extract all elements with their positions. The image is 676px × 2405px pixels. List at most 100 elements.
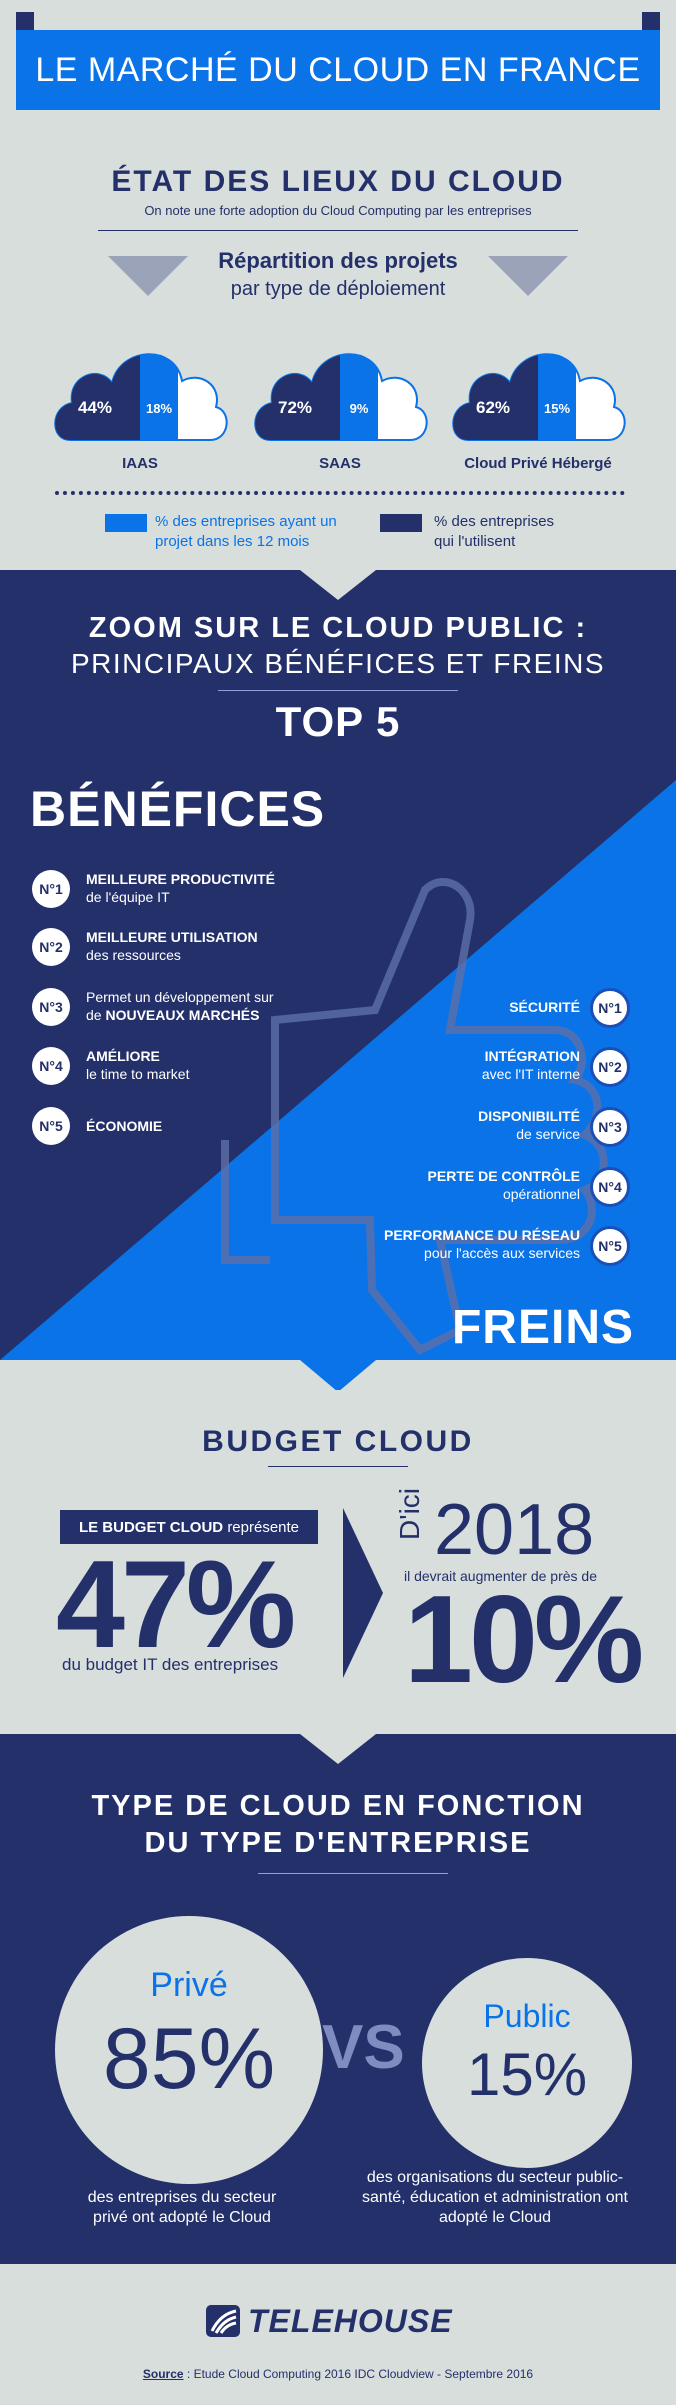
cloud-chart: 62% 15% Cloud Privé Hébergé (448, 335, 628, 472)
zoom-background (0, 570, 676, 1390)
benefits-title: BÉNÉFICES (30, 781, 326, 837)
private-caption: des entreprises du secteur privé ont ado… (87, 2189, 277, 2226)
budget-growth: 10% (404, 1571, 644, 1709)
zoom-divider (218, 690, 458, 691)
rank-badge: N°2 (590, 1047, 630, 1087)
public-circle: Public 15% (422, 1958, 632, 2168)
brake-text: PERTE DE CONTRÔLE opérationnel (427, 1168, 580, 1202)
vs-label: VS (322, 2013, 405, 2082)
types-divider (258, 1873, 448, 1874)
benefit-text: ÉCONOMIE (86, 1118, 163, 1134)
using-share-bar (453, 354, 538, 440)
using-percent: 62% (475, 398, 511, 417)
benefit-item: N°3 Permet un développement sur de NOUVEAU… (32, 988, 352, 1032)
planning-percent: 15% (543, 401, 571, 416)
budget-label-box: LE BUDGET CLOUD représente (60, 1510, 318, 1544)
public-label: Public (483, 1998, 571, 2034)
cloud-icon (452, 353, 626, 441)
using-percent: 44% (77, 398, 113, 417)
legend-planning-label: % des entreprises ayant un projet dans l… (155, 513, 337, 550)
rank-badge: N°5 (32, 1107, 70, 1145)
budget-year: 2018 (434, 1490, 595, 1570)
brake-text: SÉCURITÉ (509, 999, 580, 1015)
benefit-text: MEILLEURE PRODUCTIVITÉ de l'équipe IT (86, 871, 276, 905)
brake-item: N°2 INTÉGRATION avec l'IT interne (300, 1047, 640, 1091)
rank-badge: N°3 (32, 988, 70, 1026)
rank-badge: N°2 (32, 928, 70, 966)
header-banner: LE MARCHÉ DU CLOUD EN FRANCE (0, 0, 676, 122)
telehouse-icon (206, 2305, 240, 2337)
planning-percent: 18% (145, 401, 173, 416)
planning-share-bar (140, 354, 178, 440)
budget-percent-caption: du budget IT des entreprises (62, 1655, 279, 1674)
cloud-chart: 72% 9% SAAS (250, 335, 430, 472)
cloud-type-label: Cloud Privé Hébergé (464, 455, 612, 472)
private-label: Privé (150, 1966, 228, 2004)
budget-growth-caption: il devrait augmenter de près de (404, 1568, 597, 1584)
zoom-title-line1: ZOOM SUR LE CLOUD PUBLIC : (88, 612, 588, 644)
budget-divider (268, 1466, 408, 1467)
planning-share-bar (538, 354, 576, 440)
rank-badge: N°5 (590, 1226, 630, 1266)
brake-item: N°4 PERTE DE CONTRÔLE opérationnel (300, 1167, 640, 1211)
zoom-title-line2: PRINCIPAUX BÉNÉFICES ET FREINS (70, 648, 606, 679)
using-percent: 72% (277, 398, 313, 417)
banner-fold-right (642, 12, 660, 30)
rank-badge: N°4 (32, 1047, 70, 1085)
benefit-text: Permet un développement sur de NOUVEAUX M… (86, 989, 274, 1023)
public-caption: des organisations du secteur public- san… (362, 2169, 628, 2226)
using-share-bar (55, 354, 140, 440)
chevron-right-icon (343, 1508, 383, 1678)
budget-by-prefix: D'ici (394, 1487, 425, 1540)
repartition-title: Répartition des projets (218, 248, 458, 273)
brake-text: INTÉGRATION avec l'IT interne (481, 1048, 580, 1082)
private-value: 85% (102, 2011, 276, 2107)
types-title-line2: DU TYPE D'ENTREPRISE (144, 1827, 532, 1859)
benefit-item: N°5 ÉCONOMIE (32, 1107, 352, 1151)
benefit-item: N°1 MEILLEURE PRODUCTIVITÉ de l'équipe IT (32, 870, 352, 914)
state-subtitle: On note une forte adoption du Cloud Comp… (144, 203, 532, 218)
title-band: LE MARCHÉ DU CLOUD EN FRANCE (16, 30, 660, 110)
benefit-text: AMÉLIORE le time to market (86, 1048, 190, 1082)
triangles (108, 256, 568, 296)
benefit-text: MEILLEURE UTILISATION des ressources (86, 929, 258, 963)
rank-badge: N°1 (590, 988, 630, 1028)
legend-using-swatch (380, 514, 422, 532)
repartition-subtitle: par type de déploiement (230, 278, 446, 300)
cloud-icon (54, 353, 228, 441)
planning-percent: 9% (349, 401, 369, 416)
divider (98, 230, 578, 231)
public-value: 15% (466, 2041, 588, 2108)
rank-badge: N°4 (590, 1167, 630, 1207)
budget-percent: 47% (56, 1536, 296, 1674)
source-line: Source : Etude Cloud Computing 2016 IDC … (0, 2367, 676, 2381)
cloud-type-label: IAAS (122, 455, 158, 472)
state-title: ÉTAT DES LIEUX DU CLOUD (111, 165, 565, 198)
page-title: LE MARCHÉ DU CLOUD EN FRANCE (35, 50, 641, 89)
cloud-chart: 44% 18% IAAS (50, 335, 230, 472)
brand-name: TELEHOUSE (248, 2302, 453, 2339)
source-text: : Etude Cloud Computing 2016 IDC Cloudvi… (183, 2367, 534, 2381)
top5-label: TOP 5 (275, 698, 401, 745)
legend-planning-swatch (105, 514, 147, 532)
banner-fold-left (16, 12, 34, 30)
cloud-type-label: SAAS (319, 455, 361, 472)
rank-badge: N°1 (32, 870, 70, 908)
brake-item: N°3 DISPONIBILITÉ de service (300, 1107, 640, 1151)
rank-badge: N°3 (590, 1107, 630, 1147)
using-share-bar (255, 354, 340, 440)
budget-label-bold: LE BUDGET CLOUD (78, 1518, 224, 1536)
brakes-title: FREINS (451, 1301, 634, 1354)
source-label: Source (142, 2367, 184, 2381)
cloud-icon (254, 353, 428, 441)
benefit-item: N°2 MEILLEURE UTILISATION des ressources (32, 928, 352, 972)
budget-label-rest: représente (227, 1518, 300, 1536)
planning-share-bar (340, 354, 378, 440)
footer: TELEHOUSE Source : Etude Cloud Computing… (0, 2264, 676, 2405)
private-circle: Privé 85% (55, 1916, 323, 2184)
legend-using-label: % des entreprises qui l'utilisent (434, 513, 555, 550)
brake-text: DISPONIBILITÉ de service (478, 1108, 580, 1142)
budget-title: BUDGET CLOUD (202, 1425, 474, 1458)
dotted-divider (55, 491, 625, 495)
